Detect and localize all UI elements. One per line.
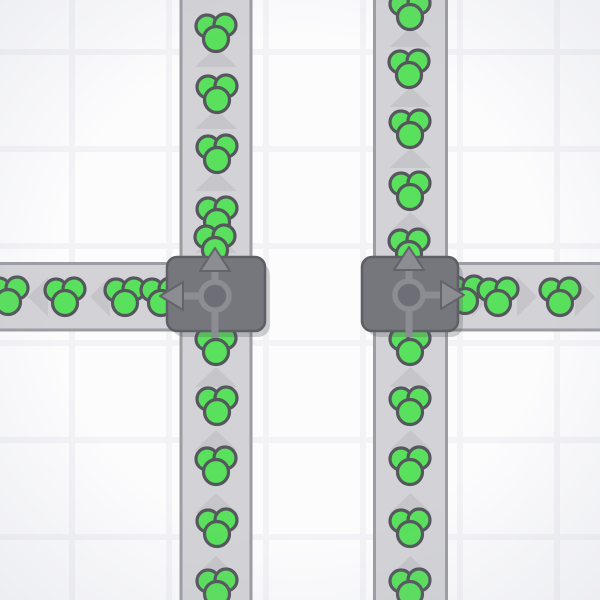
item-green-triple-circle-cluster[interactable] xyxy=(388,567,432,600)
item-green-triple-circle-cluster[interactable] xyxy=(195,567,239,600)
splitter-hub-ring xyxy=(198,279,232,313)
splitter-left[interactable] xyxy=(159,247,270,338)
splitter-hub-ring xyxy=(392,278,426,312)
splitter-right[interactable] xyxy=(360,246,465,337)
